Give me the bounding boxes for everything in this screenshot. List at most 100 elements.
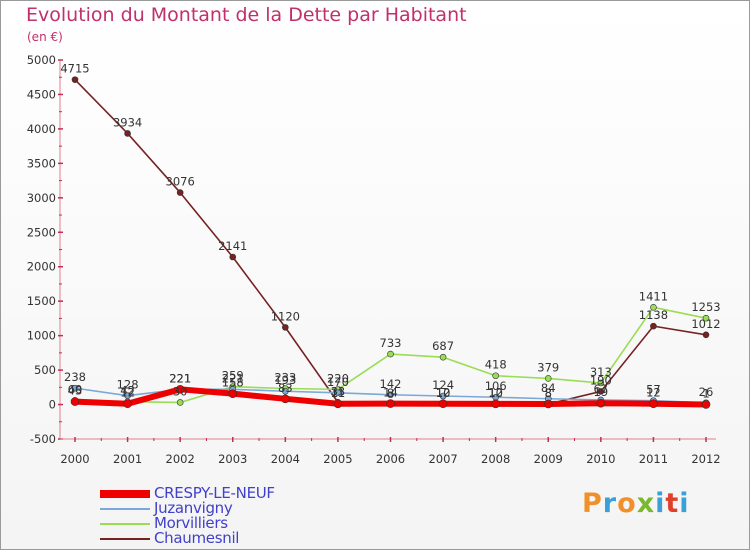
data-label-1: 238 [64, 370, 86, 384]
data-label-2: 418 [485, 358, 507, 372]
data-label-1: 106 [485, 379, 507, 393]
y-tick-label: 500 [34, 363, 56, 377]
data-label-3: 8 [387, 386, 394, 400]
x-tick-label: 2000 [60, 452, 89, 466]
x-tick-label: 2012 [691, 452, 720, 466]
y-tick-label: 2500 [27, 225, 56, 239]
data-label-1: 26 [699, 385, 714, 399]
data-label-0: 8 [545, 386, 552, 400]
data-label-1: 221 [169, 371, 191, 385]
data-point-3 [282, 324, 289, 331]
data-label-0: 158 [222, 376, 244, 390]
x-tick-label: 2008 [481, 452, 510, 466]
data-point-0 [701, 400, 711, 409]
chart-title: Evolution du Montant de la Dette par Hab… [26, 4, 467, 26]
data-label-0: 43 [68, 384, 83, 398]
data-label-1: 221 [222, 371, 244, 385]
legend-label: Chaumesnil [154, 529, 240, 547]
y-tick-label: 1500 [27, 294, 56, 308]
data-label-0: 1 [702, 386, 709, 400]
data-point-0 [123, 399, 132, 409]
data-label-1: 170 [327, 375, 349, 389]
data-label-2: 1411 [639, 289, 668, 303]
data-label-2: 42 [120, 384, 135, 398]
data-point-1 [124, 392, 131, 400]
data-point-0 [386, 399, 395, 408]
data-label-3: 1012 [691, 317, 720, 331]
logo-letter: t [665, 488, 680, 519]
data-label-2: 687 [432, 339, 454, 353]
data-label-3: 33 [331, 384, 346, 398]
unit-label: (en €) [27, 30, 63, 44]
data-point-2 [492, 372, 499, 380]
data-point-2 [387, 350, 394, 358]
x-tick-label: 2003 [218, 452, 247, 466]
data-label-0: 10 [488, 386, 503, 400]
data-label-1: 193 [274, 373, 296, 387]
data-label-1: 124 [432, 378, 454, 392]
y-tick-label: 1000 [27, 329, 56, 343]
data-point-3 [702, 331, 710, 339]
data-label-0: 221 [169, 371, 191, 385]
data-point-0 [228, 389, 238, 398]
series-layer [70, 76, 711, 409]
data-label-3: 1138 [639, 308, 668, 322]
legend-swatch [100, 508, 150, 510]
data-point-1 [387, 391, 394, 399]
data-label-1: 142 [380, 377, 402, 391]
data-point-2 [702, 314, 710, 322]
data-point-1 [439, 392, 447, 400]
logo-letter: o [617, 488, 637, 519]
data-point-0 [543, 399, 553, 409]
logo-letter: i [655, 488, 666, 519]
data-point-0 [596, 398, 606, 408]
y-tick-label: 4000 [27, 122, 56, 136]
axes: -500 0 500 1000 1500 2000 2500 3000 3500 4000 4500… [27, 53, 721, 466]
data-point-0 [70, 397, 80, 406]
x-tick-label: 2004 [271, 452, 300, 466]
legend-label: Morvilliers [154, 514, 228, 532]
y-tick-label: 2000 [27, 260, 56, 274]
logo-letter: P [582, 488, 603, 519]
data-label-2: 733 [380, 336, 402, 350]
data-point-2 [650, 304, 657, 311]
data-point-2 [597, 379, 605, 387]
data-label-2: 60 [68, 382, 83, 396]
x-tick-label: 2002 [166, 452, 195, 466]
data-point-3 [71, 76, 79, 83]
data-label-1: 67 [594, 382, 609, 396]
data-label-2: 233 [274, 370, 296, 384]
y-tick-label: 5000 [27, 53, 56, 67]
legend-swatch [100, 538, 150, 540]
x-tick-label: 2011 [639, 452, 668, 466]
legend-label: CRESPY-LE-NEUF [154, 484, 275, 502]
data-label-2: 379 [537, 360, 559, 374]
data-point-3 [176, 189, 184, 196]
y-tick-label: -500 [30, 432, 56, 446]
y-tick-label: 0 [49, 398, 56, 412]
y-tick-label: 3500 [27, 156, 56, 170]
data-label-1: 84 [541, 381, 556, 395]
logo-letter: x [636, 488, 656, 519]
x-tick-label: 2006 [376, 452, 405, 466]
y-tick-label: 3000 [27, 191, 56, 205]
data-point-3 [597, 388, 605, 395]
proxiti-logo: Proxiti [582, 488, 690, 519]
data-point-1 [71, 384, 79, 392]
x-tick-label: 2001 [113, 452, 142, 466]
data-label-0: 83 [278, 381, 293, 395]
y-tick-label: 4500 [27, 87, 56, 101]
data-point-2 [439, 353, 447, 361]
x-tick-label: 2010 [586, 452, 615, 466]
data-label-0: 14 [383, 386, 398, 400]
data-label-0: 12 [120, 386, 135, 400]
data-point-2 [544, 375, 552, 382]
x-tick-label: 2005 [323, 452, 352, 466]
data-label-3: 3076 [166, 175, 195, 189]
data-point-3 [650, 322, 657, 330]
data-label-3: 3934 [113, 115, 142, 129]
data-label-3: 8 [545, 386, 552, 400]
logo-letter: r [602, 488, 618, 519]
x-tick-label: 2009 [534, 452, 563, 466]
